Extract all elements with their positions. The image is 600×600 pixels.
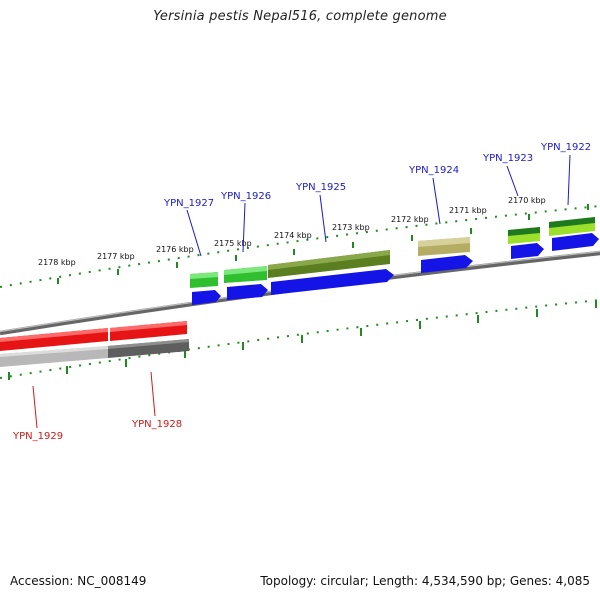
tick-label: 2176 kbp: [156, 245, 194, 254]
tick-label: 2173 kbp: [332, 223, 370, 232]
gene-label-ypn1926[interactable]: YPN_1926: [220, 191, 271, 202]
gene-block-ypn1927[interactable]: [190, 272, 218, 279]
gene-block-ypn1922[interactable]: [549, 217, 595, 228]
accession-text: Accession: NC_008149: [10, 574, 147, 588]
tick-label: 2178 kbp: [38, 258, 76, 267]
inner-tick-ring: [0, 299, 600, 379]
reverse-cds-block[interactable]: [0, 346, 108, 367]
gene-block-ypn1923[interactable]: [508, 227, 540, 236]
forward-label-lines: [186, 154, 571, 257]
cds-arrow-ypn1924[interactable]: [421, 255, 473, 273]
reverse-gene-labels: YPN_1929 YPN_1928: [12, 419, 182, 442]
cds-arrow-ypn1922[interactable]: [552, 233, 599, 251]
cds-arrow-ypn1923[interactable]: [511, 243, 544, 259]
gene-label-ypn1928[interactable]: YPN_1928: [131, 419, 182, 430]
reverse-cds-block[interactable]: [0, 346, 108, 357]
tick-label: 2174 kbp: [274, 231, 312, 240]
genome-summary-text: Topology: circular; Length: 4,534,590 bp…: [260, 574, 590, 588]
cds-arrow-ypn1926[interactable]: [227, 284, 268, 300]
gene-label-ypn1925[interactable]: YPN_1925: [295, 182, 346, 193]
inner-major-ticks: [8, 300, 597, 380]
gene-label-ypn1923[interactable]: YPN_1923: [482, 153, 533, 164]
outer-major-ticks: [57, 204, 589, 284]
reverse-label-lines: [32, 371, 156, 429]
reverse-gene-block[interactable]: [0, 328, 108, 342]
gene-label-ypn1927[interactable]: YPN_1927: [163, 198, 214, 209]
gene-label-ypn1922[interactable]: YPN_1922: [540, 142, 591, 153]
tick-label: 2171 kbp: [449, 206, 487, 215]
tick-label: 2172 kbp: [391, 215, 429, 224]
gene-block-ypn1925[interactable]: [268, 250, 390, 270]
map-title: Yersinia pestis Nepal516, complete genom…: [153, 9, 447, 24]
reverse-cds-block[interactable]: [108, 339, 189, 349]
tick-label: 2177 kbp: [97, 252, 135, 261]
gene-block-ypn1924[interactable]: [418, 237, 470, 247]
gene-label-ypn1929[interactable]: YPN_1929: [12, 431, 63, 442]
outer-tick-ring: [0, 205, 600, 288]
tick-label: 2170 kbp: [508, 196, 546, 205]
gene-block-ypn1926[interactable]: [224, 266, 267, 275]
tick-label: 2175 kbp: [214, 239, 252, 248]
forward-gene-labels: YPN_1927 YPN_1926 YPN_1925 YPN_1924 YPN_…: [163, 142, 591, 209]
reverse-features: [0, 321, 189, 367]
cds-arrow-ypn1927[interactable]: [192, 290, 221, 305]
cds-arrow-ypn1925[interactable]: [271, 269, 394, 295]
tick-labels: 2178 kbp 2177 kbp 2176 kbp 2175 kbp 2174…: [38, 196, 546, 267]
forward-gene-blocks: [190, 217, 595, 288]
reverse-gene-block[interactable]: [110, 321, 187, 332]
forward-cds-arrows: [192, 233, 599, 305]
gene-label-ypn1924[interactable]: YPN_1924: [408, 165, 459, 176]
